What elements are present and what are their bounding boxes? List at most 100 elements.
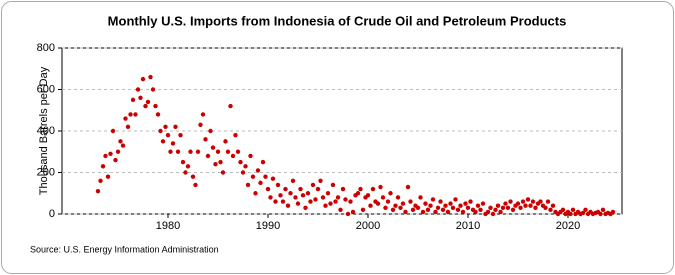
- point: [178, 132, 183, 138]
- point: [375, 201, 381, 206]
- point: [450, 205, 456, 210]
- point: [488, 205, 493, 210]
- point: [235, 149, 241, 154]
- point: [335, 195, 341, 200]
- point: [490, 211, 496, 217]
- point: [150, 87, 156, 92]
- point: [95, 188, 101, 194]
- point: [200, 112, 206, 117]
- plot-area: [61, 47, 623, 215]
- point: [515, 201, 521, 206]
- point: [158, 128, 163, 134]
- y-tick-label: 0: [49, 208, 55, 220]
- point: [228, 103, 233, 109]
- point: [385, 199, 391, 204]
- x-tick-label: 2020: [556, 220, 580, 232]
- point: [448, 201, 453, 206]
- point: [188, 149, 193, 154]
- point: [298, 186, 303, 192]
- point: [210, 145, 216, 150]
- point: [440, 207, 446, 213]
- point: [320, 195, 326, 200]
- point: [583, 207, 588, 213]
- point: [248, 153, 253, 159]
- point: [425, 207, 431, 213]
- point: [505, 205, 511, 210]
- point: [233, 132, 238, 138]
- point: [355, 191, 361, 196]
- point: [140, 76, 146, 82]
- point: [103, 153, 108, 159]
- point: [343, 197, 348, 202]
- point: [258, 180, 263, 186]
- point: [543, 205, 548, 210]
- point: [130, 97, 136, 103]
- point: [218, 159, 223, 165]
- point: [263, 174, 268, 179]
- point: [163, 124, 168, 130]
- y-tick-label: 400: [37, 125, 55, 137]
- point: [408, 199, 413, 204]
- point: [98, 178, 103, 183]
- point: [283, 186, 288, 192]
- point: [528, 203, 533, 208]
- point: [473, 209, 478, 215]
- point: [370, 186, 376, 192]
- point: [330, 182, 336, 188]
- point: [318, 178, 323, 183]
- point: [240, 170, 246, 175]
- point: [548, 207, 553, 213]
- point: [465, 205, 471, 210]
- point: [213, 162, 218, 167]
- point: [128, 112, 133, 117]
- point: [268, 195, 273, 200]
- point: [170, 141, 176, 146]
- point: [238, 159, 243, 165]
- point: [273, 199, 278, 204]
- point: [148, 74, 153, 80]
- point: [325, 191, 331, 196]
- point: [138, 95, 143, 101]
- point: [338, 207, 343, 213]
- point: [458, 203, 463, 208]
- point: [580, 210, 586, 216]
- point: [510, 207, 516, 213]
- point: [410, 207, 416, 213]
- point: [533, 205, 538, 210]
- point: [270, 176, 276, 181]
- point: [230, 153, 236, 159]
- source: Source: U.S. Energy Information Administ…: [30, 244, 219, 254]
- point: [398, 205, 403, 210]
- point: [220, 170, 226, 175]
- point: [345, 211, 351, 217]
- point: [305, 191, 311, 196]
- point: [223, 139, 228, 144]
- point: [358, 186, 363, 192]
- point: [255, 168, 261, 173]
- point: [348, 199, 353, 204]
- point: [523, 203, 528, 208]
- point: [135, 87, 141, 92]
- point: [290, 178, 296, 183]
- point: [253, 191, 258, 196]
- point: [545, 199, 551, 204]
- point: [445, 209, 451, 215]
- point: [485, 209, 491, 215]
- point: [600, 207, 606, 213]
- point: [153, 103, 158, 109]
- point: [205, 153, 211, 159]
- point: [303, 205, 308, 210]
- point: [428, 203, 433, 208]
- point: [453, 197, 458, 202]
- point: [530, 199, 536, 204]
- point: [145, 99, 151, 105]
- point: [350, 209, 356, 215]
- point: [118, 139, 123, 144]
- point: [460, 209, 466, 215]
- point: [225, 149, 231, 154]
- point: [115, 149, 121, 154]
- point: [265, 186, 271, 192]
- point: [250, 174, 256, 179]
- x-tick-label: 1990: [256, 220, 280, 232]
- point: [183, 170, 188, 175]
